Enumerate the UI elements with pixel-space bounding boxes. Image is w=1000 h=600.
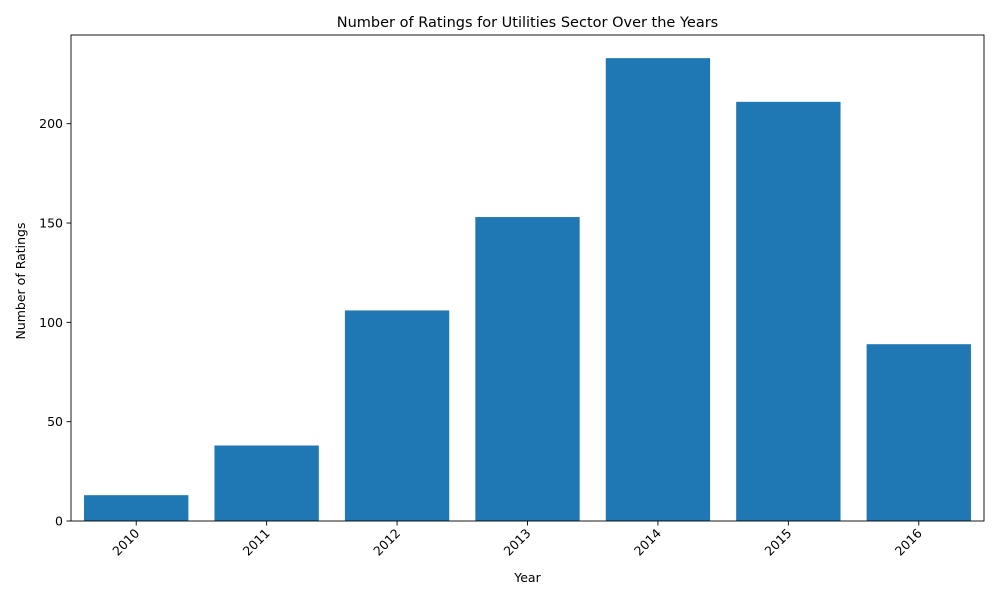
bar-2015 [736, 101, 841, 521]
bar-2013 [475, 217, 580, 521]
x-tick-label-2010: 2010 [109, 525, 142, 558]
bars-group [84, 58, 971, 521]
chart-title: Number of Ratings for Utilities Sector O… [337, 15, 718, 31]
y-axis-label: Number of Ratings [13, 222, 28, 339]
y-tick-label-50: 50 [47, 414, 63, 429]
y-tick-label-200: 200 [39, 116, 63, 131]
x-axis-label: Year [513, 570, 541, 585]
bar-2012 [344, 310, 450, 521]
y-tick-label-150: 150 [39, 216, 63, 231]
x-axis: 2010 2011 2012 2013 2014 2015 2016 [109, 521, 925, 559]
plot-frame [70, 34, 985, 522]
x-tick-label-2014: 2014 [631, 525, 664, 558]
x-tick-label-2012: 2012 [370, 526, 403, 559]
bar-2011 [214, 445, 319, 521]
bar-2010 [84, 495, 189, 521]
y-axis: 0 50 100 150 200 [39, 116, 71, 529]
axes-spines [70, 34, 985, 522]
bar-2016 [866, 344, 971, 521]
x-tick-label-2015: 2015 [761, 526, 794, 559]
x-tick-label-2011: 2011 [240, 526, 273, 559]
y-tick-label-0: 0 [55, 514, 63, 529]
bar-2014 [605, 58, 711, 521]
y-tick-label-100: 100 [39, 315, 63, 330]
x-tick-label-2016: 2016 [892, 525, 925, 558]
x-tick-label-2013: 2013 [501, 526, 534, 559]
